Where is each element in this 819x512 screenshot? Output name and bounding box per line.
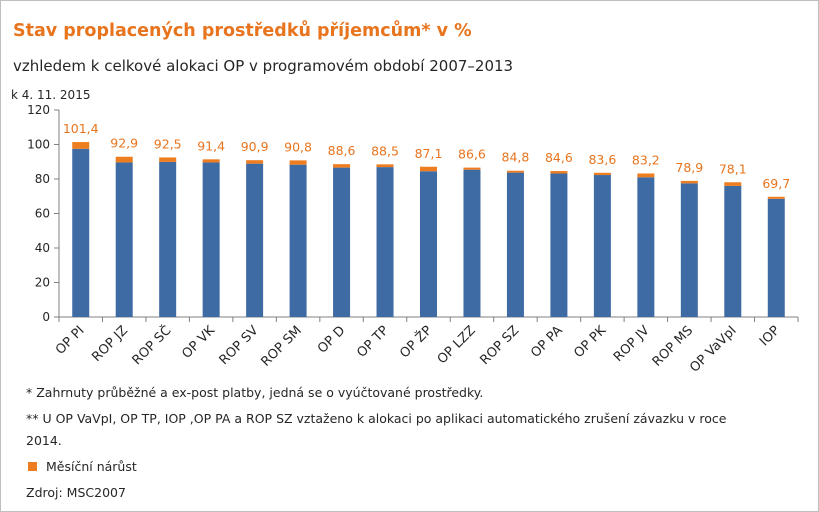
chart-subtitle: vzhledem k celkové alokaci OP v programo… [13, 57, 514, 75]
data-label: 101,4 [63, 121, 99, 136]
bar-increase [767, 196, 785, 199]
data-label: 91,4 [197, 138, 225, 153]
bar-increase [593, 172, 611, 176]
x-tick-label: OP D [315, 323, 348, 356]
data-label: 83,2 [632, 152, 660, 167]
as-of-date: k 4. 11. 2015 [11, 88, 91, 102]
bar-increase [159, 157, 177, 162]
y-tick-label: 100 [27, 138, 50, 152]
y-tick-label: 20 [35, 276, 50, 290]
bar-base [202, 162, 220, 317]
x-tick-label: OP PK [571, 323, 609, 361]
data-label: 78,9 [675, 160, 703, 175]
bar-chart: 0 20 40 60 80 100 120 101,4 OP PI 92,9 ROP JZ 92,5 R… [27, 103, 799, 376]
x-tick-label: OP PA [528, 323, 566, 361]
x-tick-label: ROP SV [217, 323, 262, 368]
x-tick-label: ROP SZ [477, 323, 522, 368]
data-label: 69,7 [762, 176, 790, 191]
x-tick-label: OP TP [354, 323, 392, 361]
bar-base [289, 164, 307, 317]
y-tick-label: 120 [27, 103, 50, 117]
bar-base [115, 162, 133, 317]
bar-base [637, 177, 655, 317]
x-tick-label: IOP [757, 323, 783, 349]
footnote-2: ** U OP VaVpI, OP TP, IOP ,OP PA a ROP S… [26, 411, 727, 426]
data-label: 84,6 [545, 150, 573, 165]
bar-increase [115, 156, 133, 163]
bar-base [680, 183, 698, 317]
bar-base [767, 198, 785, 317]
footnote-2-continued: 2014. [26, 433, 62, 448]
bar-increase [637, 173, 655, 178]
data-label: 92,9 [110, 136, 138, 151]
data-label: 88,6 [328, 143, 356, 158]
bar-base [593, 175, 611, 317]
y-tick-label: 0 [42, 310, 50, 324]
data-label: 86,6 [458, 147, 486, 162]
bar-increase [680, 180, 698, 184]
bar-base [376, 167, 394, 317]
data-label: 92,5 [154, 136, 182, 151]
source-note: Zdroj: MSC2007 [26, 485, 126, 500]
y-tick-label: 80 [35, 172, 50, 186]
bar-base [246, 163, 264, 317]
x-tick-label: ROP JV [611, 323, 653, 365]
bar-base [506, 172, 524, 317]
data-label: 90,8 [284, 139, 312, 154]
data-label: 84,8 [502, 150, 530, 165]
x-tick-label: OP VK [179, 323, 218, 362]
legend-label-increase: Měsíční nárůst [46, 459, 137, 474]
x-tick-label: ROP JZ [89, 323, 131, 365]
x-tick-label: OP PI [53, 323, 88, 358]
bar-base [420, 171, 437, 317]
bar-increase [202, 159, 220, 163]
y-tick-label: 40 [35, 241, 50, 255]
x-tick-label: OP VaVpI [687, 323, 739, 375]
legend: Měsíční nárůst [28, 459, 137, 474]
bar-base [724, 185, 742, 317]
x-tick-label: ROP SM [258, 323, 304, 369]
data-label: 88,5 [371, 143, 399, 158]
data-label: 83,6 [588, 152, 616, 167]
bar-increase [550, 171, 568, 174]
data-label: 78,1 [719, 161, 747, 176]
bar-base [550, 173, 568, 317]
bar-base [463, 169, 481, 317]
bar-increase [724, 182, 742, 186]
bar-increase [463, 167, 481, 170]
chart-title: Stav proplacených prostředků příjemcům* … [13, 21, 472, 41]
data-label: 90,9 [241, 139, 269, 154]
y-tick-label: 60 [35, 207, 50, 221]
x-tick-label: OP ŽP [396, 322, 435, 361]
footnote-1: * Zahrnuty průběžné a ex-post platby, je… [26, 385, 484, 400]
bar-increase [376, 164, 394, 168]
bar-increase [506, 170, 524, 173]
bar-increase [72, 142, 90, 149]
legend-swatch-increase [28, 462, 37, 471]
x-tick-label: OP LZZ [435, 323, 479, 367]
bar-base [333, 167, 351, 317]
bar-increase [420, 166, 437, 172]
bar-increase [289, 160, 307, 165]
data-label: 87,1 [415, 146, 443, 161]
bar-increase [333, 164, 351, 168]
bar-base [72, 148, 90, 317]
bar-increase [246, 160, 264, 164]
bar-base [159, 161, 177, 317]
x-tick-label: ROP SČ [129, 323, 175, 369]
